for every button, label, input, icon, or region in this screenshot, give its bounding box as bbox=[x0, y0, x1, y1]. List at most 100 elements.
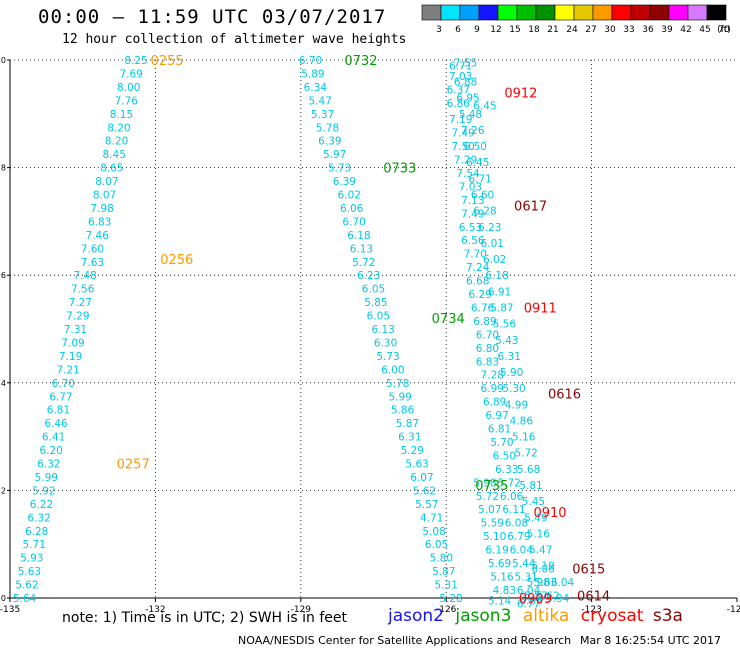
wave-height-point: 5.63 bbox=[405, 459, 428, 471]
wave-height-point: 6.05 bbox=[367, 311, 390, 323]
colorbar-legend: 3 6 9 12 15 18 21 24 27 30 33 36 39 42 45 70(ft) bbox=[421, 4, 731, 35]
wave-height-point: 6.95 bbox=[456, 93, 479, 105]
wave-height-point: 7.49 bbox=[451, 128, 474, 140]
wave-height-point: 5.93 bbox=[20, 553, 43, 565]
wave-height-point: 7.55 bbox=[454, 58, 477, 70]
wave-height-point: 5.08 bbox=[422, 526, 445, 538]
wave-height-point: 6.81 bbox=[47, 405, 70, 417]
wave-height-point: 7.46 bbox=[86, 230, 110, 242]
wave-height-point: 5.68 bbox=[517, 464, 540, 476]
colorbar-swatch bbox=[668, 4, 689, 21]
wave-height-point: 6.00 bbox=[381, 364, 404, 376]
data-points: 8.257.698.007.768.158.208.208.458.658.07… bbox=[13, 55, 575, 610]
wave-height-point: 5.73 bbox=[376, 351, 399, 363]
colorbar-swatch bbox=[706, 4, 727, 21]
wave-height-point: 5.69 bbox=[488, 558, 511, 570]
wave-height-point: 6.39 bbox=[333, 176, 356, 188]
wave-height-point: 5.72 bbox=[352, 257, 375, 269]
wave-height-point: 5.71 bbox=[23, 539, 46, 551]
x-tick-label: -126 bbox=[436, 605, 457, 615]
wave-height-point: 7.76 bbox=[115, 95, 139, 107]
wave-height-point: 4.83 bbox=[493, 585, 516, 597]
wave-height-point: 5.57 bbox=[524, 590, 547, 602]
wave-height-point: 6.23 bbox=[357, 270, 380, 282]
wave-height-point: 6.06 bbox=[519, 596, 543, 608]
colorbar-swatch bbox=[573, 4, 594, 21]
colorbar-tick-label: 18 bbox=[528, 25, 540, 35]
wave-height-point: 6.45 bbox=[466, 157, 489, 169]
wave-height-point: 5.63 bbox=[534, 577, 557, 589]
wave-height-point: 8.07 bbox=[95, 176, 118, 188]
wave-height-point: 7.54 bbox=[456, 168, 480, 180]
wave-height-point: 5.59 bbox=[481, 518, 504, 530]
colorbar-swatch bbox=[459, 4, 480, 21]
wave-height-point: 6.70 bbox=[342, 216, 365, 228]
wave-height-point: 6.01 bbox=[481, 238, 504, 250]
wave-height-point: 6.06 bbox=[340, 203, 364, 215]
wave-height-point: 7.26 bbox=[461, 125, 485, 137]
wave-height-point: 6.88 bbox=[454, 77, 477, 89]
colorbar-tick-label: 30 bbox=[604, 25, 616, 35]
wave-height-point: 5.31 bbox=[435, 580, 458, 592]
wave-height-point: 6.31 bbox=[498, 351, 521, 363]
wave-height-point: 5.16 bbox=[527, 528, 551, 540]
wave-height-point: 6.37 bbox=[447, 85, 470, 97]
wave-height-point: 5.81 bbox=[519, 480, 542, 492]
wave-height-point: 5.92 bbox=[32, 485, 55, 497]
time-label-s3a: 0614 bbox=[577, 589, 610, 604]
wave-height-point: 6.97 bbox=[485, 410, 508, 422]
colorbar-tick-label: 45 bbox=[699, 25, 710, 35]
colorbar-unit-label: (ft) bbox=[717, 25, 731, 35]
colorbar-tick-label: 27 bbox=[585, 25, 596, 35]
wave-height-point: 5.72 bbox=[514, 448, 537, 460]
colorbar-tick-label: 39 bbox=[661, 25, 673, 35]
wave-height-point: 5.29 bbox=[401, 445, 424, 457]
wave-height-point: 5.44 bbox=[512, 558, 536, 570]
wave-height-point: 6.32 bbox=[37, 459, 60, 471]
wave-height-point: 5.94 bbox=[546, 593, 570, 605]
wave-height-point: 5.43 bbox=[495, 335, 518, 347]
wave-height-point: 5.72 bbox=[476, 491, 499, 503]
colorbar-tick-label: 70 bbox=[718, 25, 730, 35]
wave-height-point: 5.62 bbox=[15, 580, 38, 592]
wave-height-point: 6.22 bbox=[30, 499, 53, 511]
colorbar-tick-label: 42 bbox=[680, 25, 691, 35]
wave-height-point: 6.50 bbox=[493, 450, 516, 462]
y-tick-label: 2 bbox=[1, 486, 6, 495]
wave-height-point: 6.04 bbox=[510, 545, 534, 557]
page-subtitle: 12 hour collection of altimeter wave hei… bbox=[62, 32, 407, 47]
wave-height-point: 5.64 bbox=[13, 593, 37, 605]
wave-height-point: 7.56 bbox=[71, 284, 95, 296]
colorbar-swatch bbox=[687, 4, 708, 21]
wave-height-point: 6.23 bbox=[478, 222, 501, 234]
wave-height-point: 5.45 bbox=[522, 496, 545, 508]
wave-height-point: 6.31 bbox=[398, 432, 421, 444]
time-label-cryosat: 0912 bbox=[504, 86, 537, 101]
wave-height-point: 5.47 bbox=[529, 545, 552, 557]
wave-height-point: 7.09 bbox=[61, 337, 84, 349]
y-tick-label: 8 bbox=[1, 164, 6, 173]
wave-height-point: 6.99 bbox=[481, 383, 504, 395]
colorbar-tick-label: 3 bbox=[436, 25, 442, 35]
x-tick-label: -129 bbox=[291, 605, 312, 615]
x-tick-label: -135 bbox=[0, 605, 20, 615]
wave-height-point: 6.11 bbox=[502, 504, 525, 516]
wave-height-point: 6.91 bbox=[488, 286, 511, 298]
wave-height-point: 7.50 bbox=[451, 141, 474, 153]
credit-line: NOAA/NESDIS Center for Satellite Applica… bbox=[238, 634, 572, 647]
wave-height-point: 6.18 bbox=[347, 230, 370, 242]
colorbar-swatch bbox=[497, 4, 518, 21]
time-label-altika: 0257 bbox=[117, 458, 150, 473]
wave-height-point: 6.34 bbox=[304, 82, 328, 94]
time-label-cryosat: 0909 bbox=[519, 592, 552, 607]
y-tick-label: 4 bbox=[1, 379, 6, 388]
wave-height-point: 6.13 bbox=[371, 324, 394, 336]
colorbar-tick-label: 9 bbox=[474, 25, 480, 35]
wave-height-point: 8.15 bbox=[110, 109, 133, 121]
wave-height-point: 6.79 bbox=[507, 531, 530, 543]
wave-height-point: 5.47 bbox=[308, 95, 331, 107]
page-title: 00:00 – 11:59 UTC 03/07/2017 bbox=[38, 6, 387, 28]
x-tick-label: -120 bbox=[727, 605, 740, 615]
